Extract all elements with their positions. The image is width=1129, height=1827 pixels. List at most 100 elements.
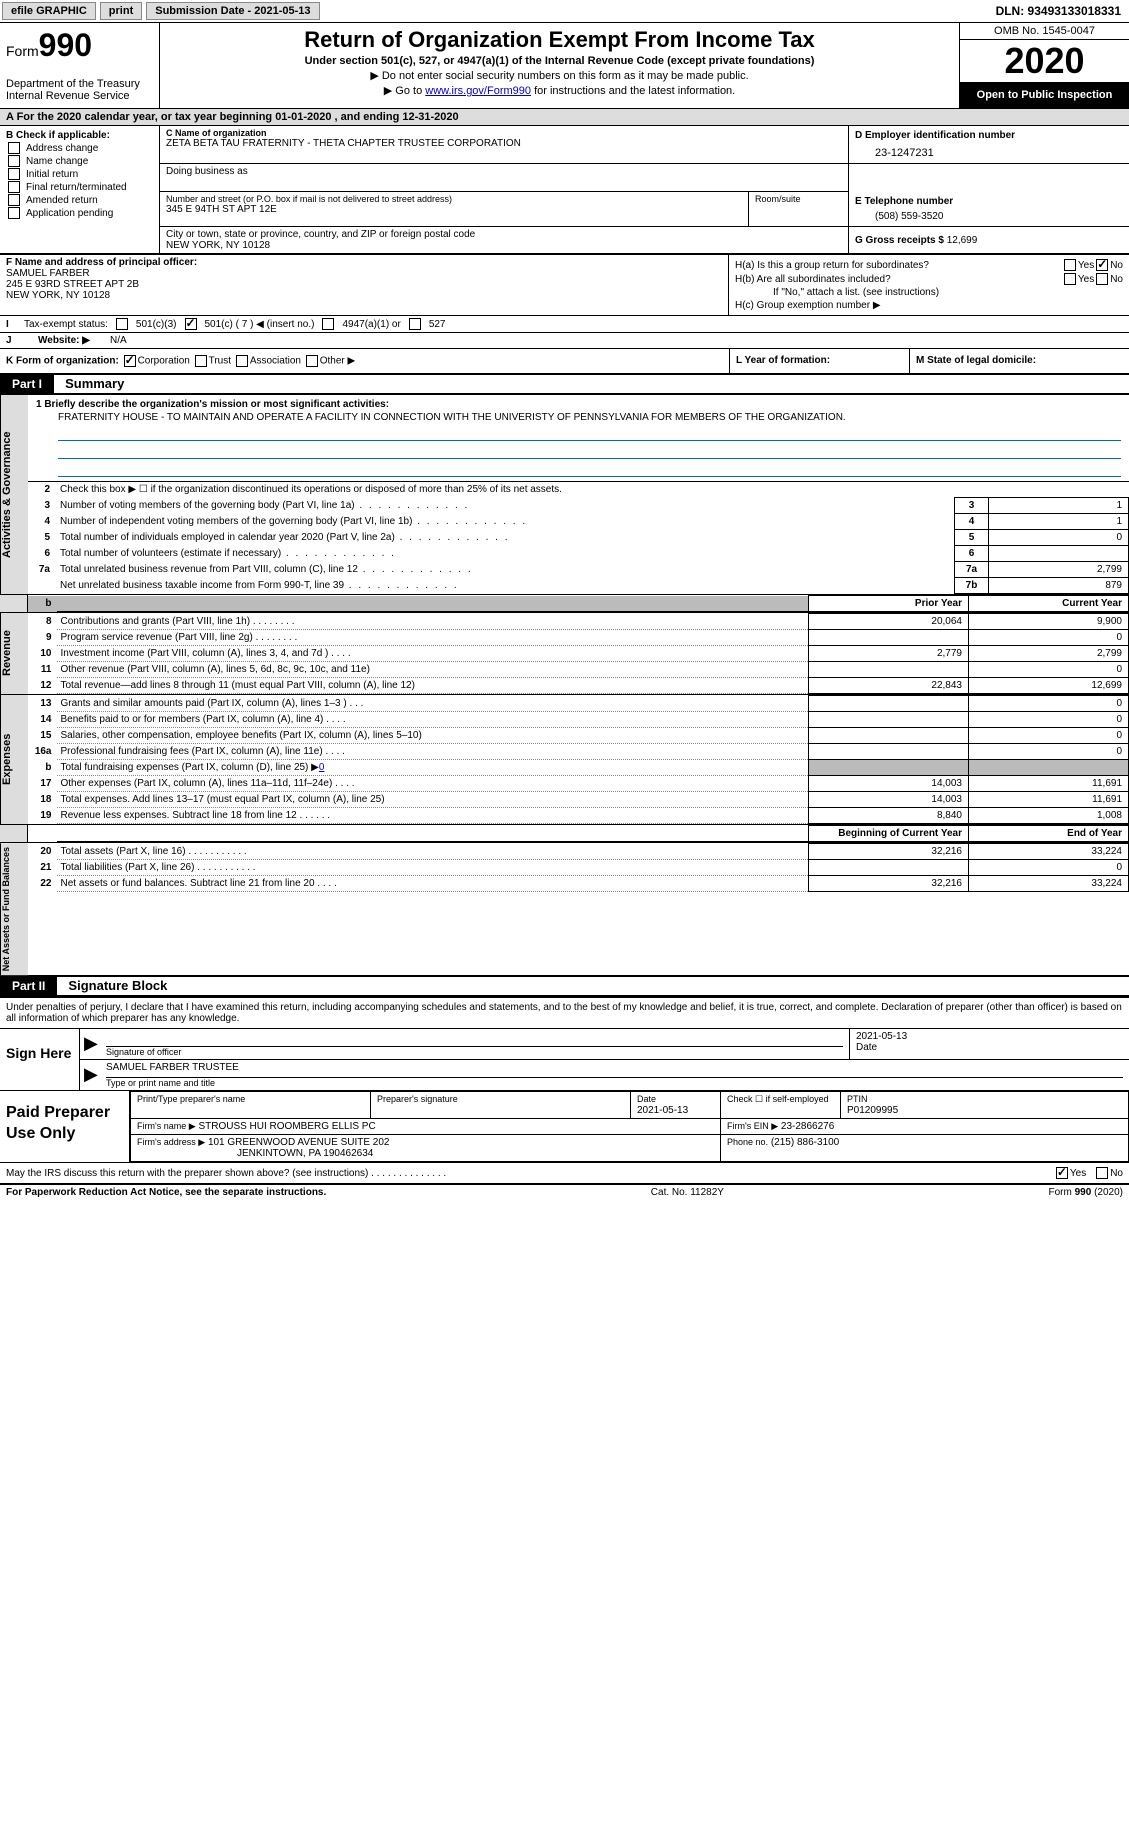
chk-corp[interactable] [124,355,136,367]
opt-amended-return: Amended return [26,195,98,206]
irs-link[interactable]: www.irs.gov/Form990 [425,85,531,97]
chk-4947[interactable] [322,318,334,330]
state-domicile-label: M State of legal domicile: [916,355,1036,366]
prep-date-label: Date [637,1094,656,1104]
chk-527[interactable] [409,318,421,330]
line-klm: K Form of organization: Corporation Trus… [0,349,1129,375]
phone-value: (508) 559-3520 [855,211,1123,222]
opt-4947: 4947(a)(1) or [342,319,400,330]
opt-address-change: Address change [26,143,98,154]
print-button[interactable]: print [100,2,142,20]
l11-py [809,662,969,678]
box-h: H(a) Is this a group return for subordin… [729,255,1129,315]
l13-py [809,696,969,712]
l16b-link[interactable]: 0 [319,762,325,773]
l8-cy: 9,900 [969,614,1129,630]
expenses-section: Expenses 13Grants and similar amounts pa… [0,694,1129,824]
part2-title: Signature Block [60,978,167,993]
sig-date-cell: 2021-05-13 Date [849,1029,1129,1059]
prep-name-label: Print/Type preparer's name [137,1094,245,1104]
ptin-label: PTIN [847,1094,868,1104]
box-e: E Telephone number (508) 559-3520 [849,192,1129,227]
goto-post: for instructions and the latest informat… [531,85,735,97]
efile-button[interactable]: efile GRAPHIC [2,2,96,20]
mission-q: 1 Briefly describe the organization's mi… [36,399,389,410]
chk-name-change[interactable] [8,155,20,167]
room-label: Room/suite [755,194,801,204]
chk-other[interactable] [306,355,318,367]
chk-initial-return[interactable] [8,168,20,180]
opt-application-pending: Application pending [26,208,113,219]
discuss-yes-lbl: Yes [1070,1168,1086,1179]
chk-assoc[interactable] [236,355,248,367]
top-bar: efile GRAPHIC print Submission Date - 20… [0,0,1129,23]
revenue-section: Revenue 8Contributions and grants (Part … [0,612,1129,694]
line6-val [989,546,1129,562]
py-cy-header: b Prior Year Current Year [0,594,1129,612]
opt-assoc: Association [250,356,301,367]
l15-desc: Salaries, other compensation, employee b… [56,728,809,744]
firm-ein: 23-2866276 [781,1121,834,1132]
room-cell: Room/suite [749,192,849,227]
opt-other: Other ▶ [320,356,355,367]
l20-desc: Total assets (Part X, line 16) . . . . .… [56,844,809,860]
ha-no[interactable] [1096,259,1108,271]
chk-address-change[interactable] [8,142,20,154]
l10-cy: 2,799 [969,646,1129,662]
l9-desc: Program service revenue (Part VIII, line… [56,630,809,646]
l12-desc: Total revenue—add lines 8 through 11 (mu… [56,678,809,694]
preparer-table: Print/Type preparer's name Preparer's si… [130,1091,1129,1162]
discuss-no-chk[interactable] [1096,1167,1108,1179]
sign-here-row: Sign Here ▶ Signature of officer 2021-05… [0,1028,1129,1090]
chk-501c[interactable] [185,318,197,330]
chk-501c3[interactable] [116,318,128,330]
officer-printed-name: SAMUEL FARBER TRUSTEE [106,1062,1123,1078]
line3-desc: Number of voting members of the governin… [56,498,955,514]
street-value: 345 E 94TH ST APT 12E [166,204,742,215]
governance-section: Activities & Governance 1 Briefly descri… [0,394,1129,594]
officer-name-label: Type or print name and title [106,1078,1123,1088]
preparer-label: Paid Preparer Use Only [0,1091,130,1162]
firm-name-label: Firm's name ▶ [137,1121,196,1131]
header-mid: Return of Organization Exempt From Incom… [160,23,959,108]
l11-desc: Other revenue (Part VIII, column (A), li… [56,662,809,678]
line7b-val: 879 [989,578,1129,594]
mission-answer: FRATERNITY HOUSE - TO MAINTAIN AND OPERA… [58,412,1121,423]
dln-label: DLN: 93493133018331 [996,4,1127,18]
form-footer: Form 990 (2020) [1049,1187,1123,1198]
discuss-yes-chk[interactable] [1056,1167,1068,1179]
officer-addr1: 245 E 93RD STREET APT 2B [6,279,722,290]
officer-name-cell: SAMUEL FARBER TRUSTEE Type or print name… [100,1060,1129,1090]
firm-name: STROUSS HUI ROOMBERG ELLIS PC [198,1121,375,1132]
current-year-header: Current Year [969,596,1129,612]
net-header: Beginning of Current Year End of Year [0,824,1129,842]
dba-label: Doing business as [166,166,248,177]
l19-cy: 1,008 [969,808,1129,824]
chk-trust[interactable] [195,355,207,367]
line7a-desc: Total unrelated business revenue from Pa… [56,562,955,578]
l19-desc: Revenue less expenses. Subtract line 18 … [56,808,809,824]
l9-cy: 0 [969,630,1129,646]
opt-501c: 501(c) ( 7 ) ◀ (insert no.) [205,319,315,330]
tab-governance: Activities & Governance [0,395,28,594]
chk-final-return[interactable] [8,181,20,193]
hb-no[interactable] [1096,273,1108,285]
chk-amended-return[interactable] [8,194,20,206]
l18-py: 14,003 [809,792,969,808]
governance-table: 2Check this box ▶ ☐ if the organization … [28,482,1129,594]
city-value: NEW YORK, NY 10128 [166,240,842,251]
firm-addr-label: Firm's address ▶ [137,1137,205,1147]
ey-header: End of Year [969,826,1129,842]
ha-yes[interactable] [1064,259,1076,271]
opt-501c3: 501(c)(3) [136,319,177,330]
chk-application-pending[interactable] [8,207,20,219]
box-f: F Name and address of principal officer:… [0,255,729,315]
hb-yes[interactable] [1064,273,1076,285]
form-number: 990 [39,27,92,63]
line5-desc: Total number of individuals employed in … [56,530,955,546]
l19-py: 8,840 [809,808,969,824]
revenue-table: 8Contributions and grants (Part VIII, li… [28,613,1129,694]
hb-yes-lbl: Yes [1078,274,1094,285]
line-j: J Website: ▶ N/A [0,333,1129,349]
mission-block: 1 Briefly describe the organization's mi… [28,395,1129,482]
